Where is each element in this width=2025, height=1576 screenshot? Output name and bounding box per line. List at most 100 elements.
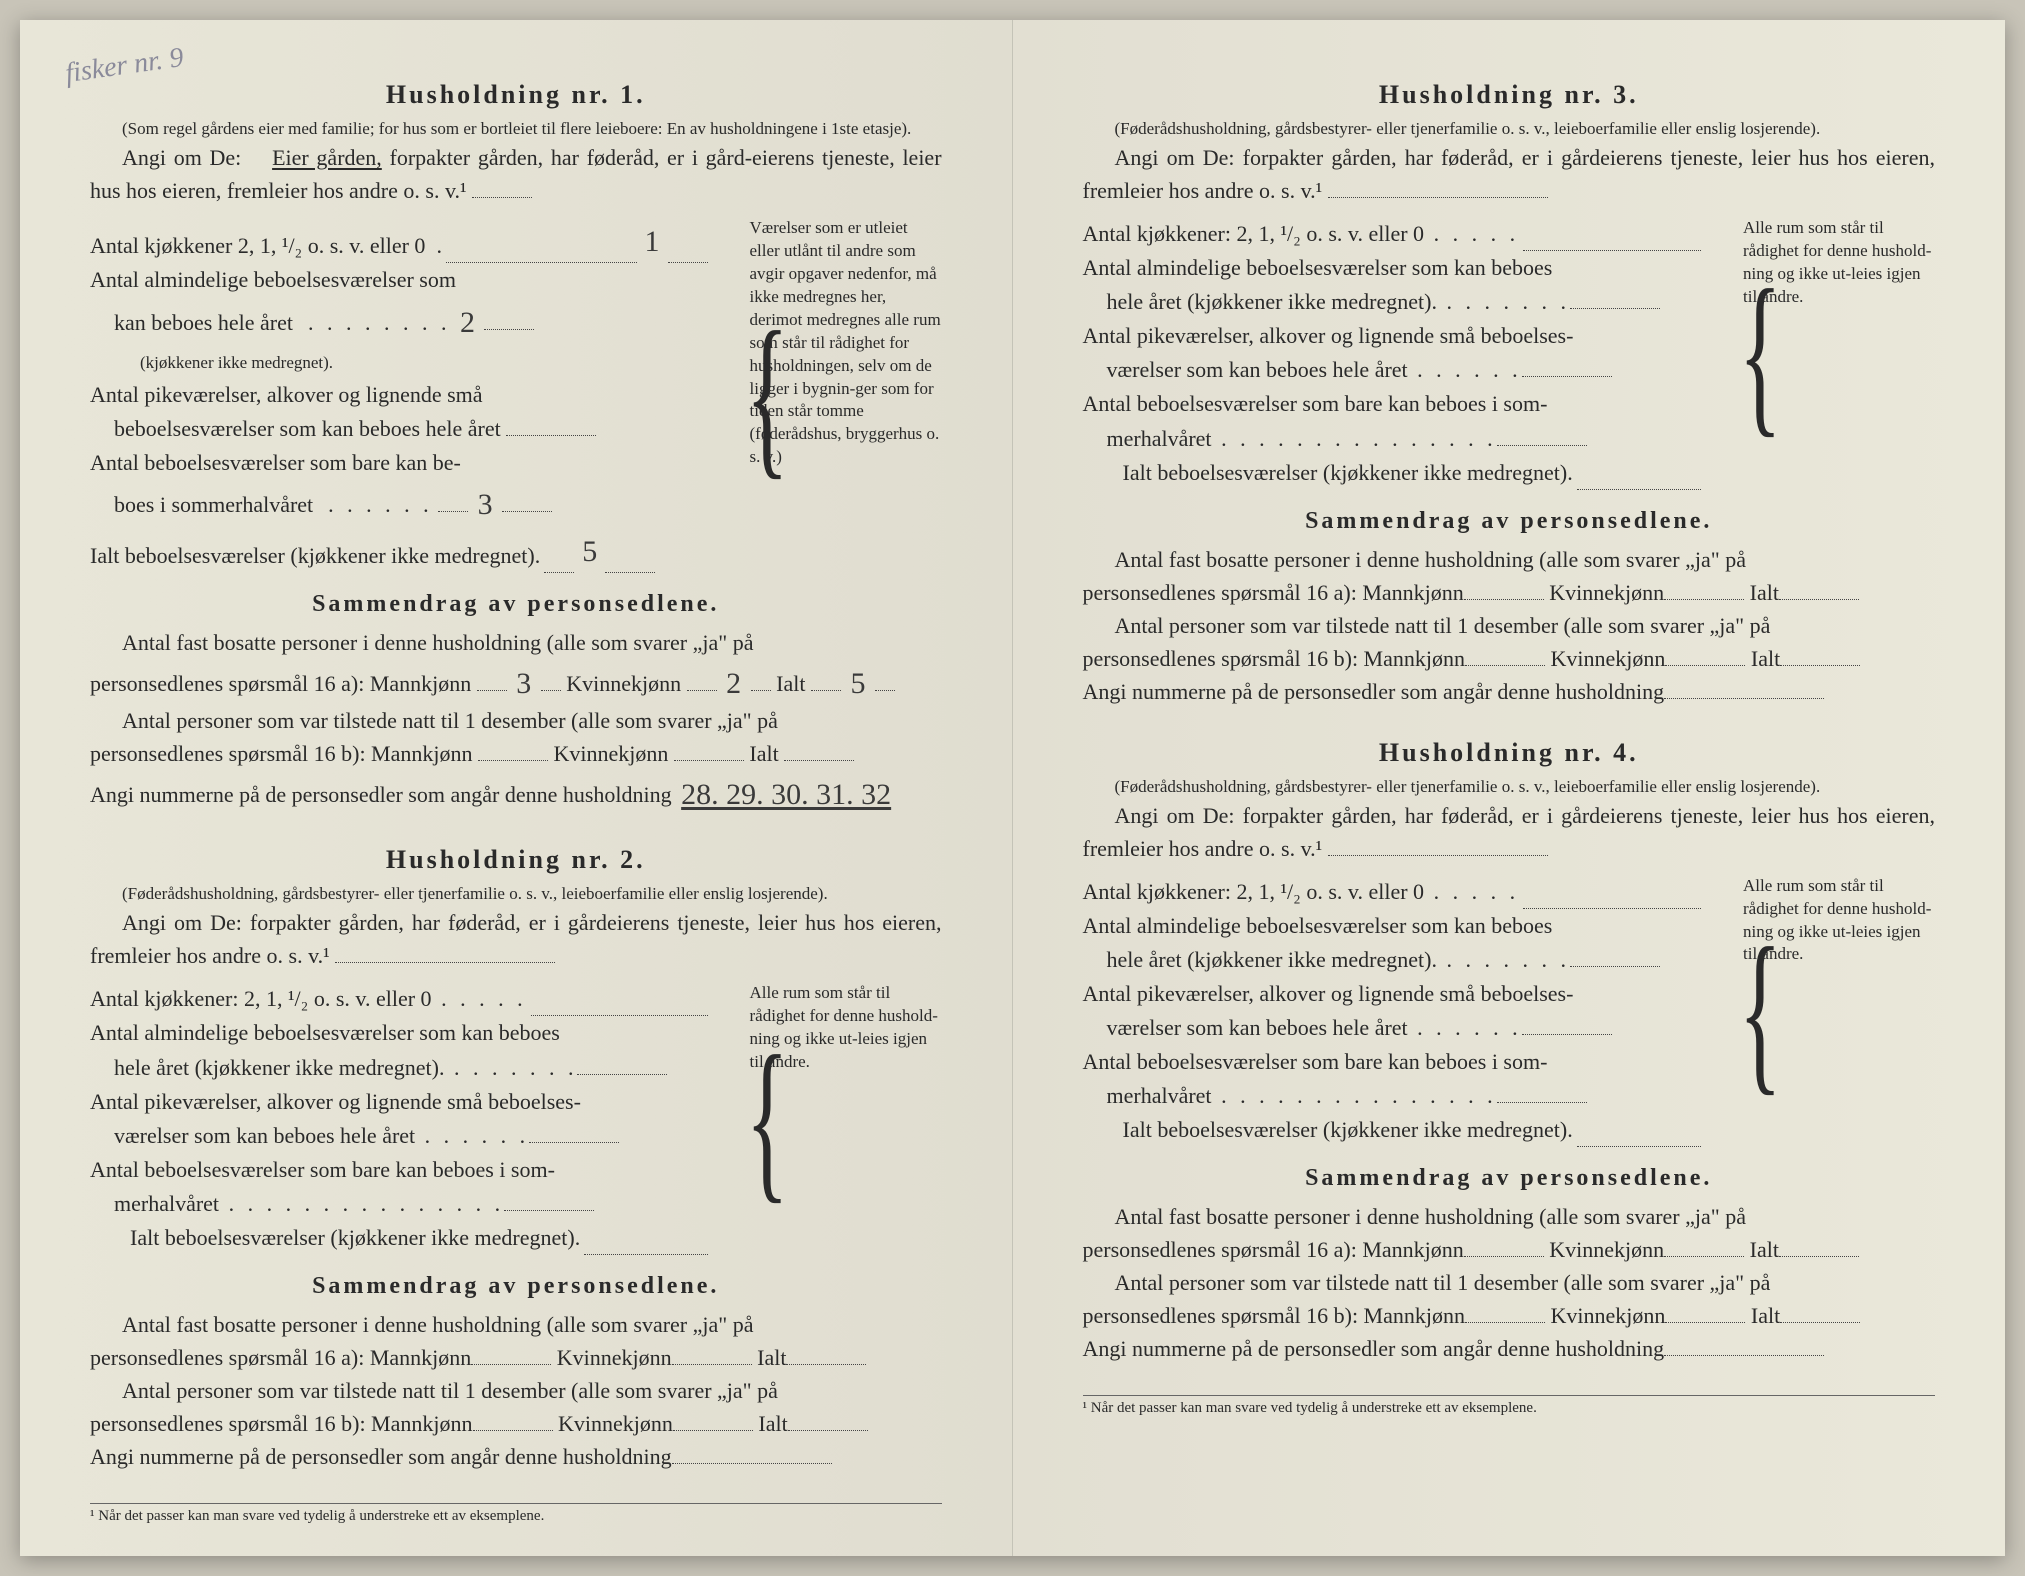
text: Angi om De: forpakter gården, har føderå… [90,910,942,968]
q: Antal pikeværelser, alkover og lignende … [90,1089,581,1114]
h1-p2b: personsedlenes spørsmål 16 b): Mannkjønn… [90,737,942,770]
q: merhalvåret [90,1191,219,1216]
q: værelser som kan beboes hele året [90,1123,415,1148]
q: Antal kjøkkener: 2, 1, ¹/₂ o. s. v. elle… [90,982,432,1016]
h2-sidenote: Alle rum som står til rådighet for denne… [732,982,942,1255]
q-alm-b: kan beboes hele året [90,310,293,335]
label: personsedlenes spørsmål 16 a): Mannkjønn [90,1345,471,1370]
h1-angi: Angi om De: Eier gården, forpakter gårde… [90,141,942,207]
q: hele året (kjøkkener ikke medregnet). [1083,947,1437,972]
h3-fine: (Føderådshusholdning, gårdsbestyrer- ell… [1083,118,1936,141]
h3-angi: Angi om De: forpakter gården, har føderå… [1083,141,1936,207]
label: Angi nummerne på de personsedler som ang… [90,1444,672,1469]
h2-p1a: Antal fast bosatte personer i denne hush… [90,1308,942,1341]
q-pike-a: Antal pikeværelser, alkover og lignende … [90,382,483,407]
h3-questions-block: Antal kjøkkener: 2, 1, ¹/₂ o. s. v. elle… [1083,217,1936,490]
h2-num: Angi nummerne på de personsedler som ang… [90,1440,942,1473]
h2-questions: Antal kjøkkener: 2, 1, ¹/₂ o. s. v. elle… [90,982,712,1255]
section-husholdning-2: Husholdning nr. 2. (Føderådshusholdning,… [90,845,942,1473]
label: personsedlenes spørsmål 16 b): Mannkjønn [1083,1303,1466,1328]
h1-questions: Antal kjøkkener 2, 1, ¹/₂ o. s. v. eller… [90,217,712,573]
label: Kvinnekjønn [554,741,669,766]
q: hele året (kjøkkener ikke medregnet). [90,1055,444,1080]
section-husholdning-3: Husholdning nr. 3. (Føderådshusholdning,… [1083,80,1936,708]
h2-fine: (Føderådshusholdning, gårdsbestyrer- ell… [90,883,942,906]
label: Ialt [776,671,805,696]
h4-sidenote: Alle rum som står til rådighet for denne… [1725,875,1935,1148]
h2-title: Husholdning nr. 2. [90,845,942,875]
q: Antal beboelsesværelser som bare kan beb… [1083,391,1548,416]
q-kjokken: Antal kjøkkener 2, 1, ¹/₂ o. s. v. eller… [90,229,425,263]
label: personsedlenes spørsmål 16 a): Mannkjønn [1083,1237,1464,1262]
label: Angi nummerne på de personsedler som ang… [1083,679,1665,704]
q: hele året (kjøkkener ikke medregnet). [1083,289,1437,314]
h2-sub: Sammendrag av personsedlene. [90,1273,942,1300]
label: Ialt [749,741,778,766]
h4-sub: Sammendrag av personsedlene. [1083,1165,1936,1192]
h3-num: Angi nummerne på de personsedler som ang… [1083,675,1936,708]
h3-sidenote: Alle rum som står til rådighet for denne… [1725,217,1935,490]
brace-icon [1725,875,1739,1148]
h4-p2b: personsedlenes spørsmål 16 b): Mannkjønn… [1083,1299,1936,1332]
footnote-left: ¹ Når det passer kan man svare ved tydel… [90,1503,942,1525]
h3-p2a: Antal personer som var tilstede natt til… [1083,609,1936,642]
q: værelser som kan beboes hele året [1083,357,1408,382]
q: Ialt beboelsesværelser (kjøkkener ikke m… [1123,1113,1573,1147]
label: personsedlenes spørsmål 16 b): Mannkjønn [90,1411,473,1436]
section-husholdning-1: Husholdning nr. 1. (Som regel gårdens ei… [90,80,942,815]
right-page: Husholdning nr. 3. (Føderådshusholdning,… [1013,20,2006,1556]
label: Ialt [1750,1237,1779,1262]
h4-fine: (Føderådshusholdning, gårdsbestyrer- ell… [1083,776,1936,799]
val-k: 2 [722,667,745,700]
label: Angi nummerne på de personsedler som ang… [90,782,672,807]
h1-title: Husholdning nr. 1. [90,80,942,110]
label: Ialt [1750,580,1779,605]
h2-p2a: Antal personer som var tilstede natt til… [90,1374,942,1407]
q: værelser som kan beboes hele året [1083,1015,1408,1040]
h1-sub: Sammendrag av personsedlene. [90,591,942,618]
label: Ialt [1751,1303,1780,1328]
h2-questions-block: Antal kjøkkener: 2, 1, ¹/₂ o. s. v. elle… [90,982,942,1255]
section-husholdning-4: Husholdning nr. 4. (Føderådshusholdning,… [1083,738,1936,1366]
text: Angi om De: forpakter gården, har føderå… [1083,145,1936,203]
h1-num: Angi nummerne på de personsedler som ang… [90,770,942,815]
label: personsedlenes spørsmål 16 a): Mannkjønn [1083,580,1464,605]
a-kjokken: 1 [641,219,664,266]
label: Angi nummerne på de personsedler som ang… [1083,1336,1665,1361]
h4-questions-block: Antal kjøkkener: 2, 1, ¹/₂ o. s. v. elle… [1083,875,1936,1148]
h4-title: Husholdning nr. 4. [1083,738,1936,768]
label: Kvinnekjønn [1551,646,1666,671]
h3-p1b: personsedlenes spørsmål 16 a): Mannkjønn… [1083,576,1936,609]
a-som: 3 [474,488,497,521]
a-alm: 2 [456,306,479,339]
q: Antal almindelige beboelsesværelser som … [90,1020,560,1045]
h4-p1a: Antal fast bosatte personer i denne hush… [1083,1200,1936,1233]
q: Antal kjøkkener: 2, 1, ¹/₂ o. s. v. elle… [1083,217,1425,251]
label: Kvinnekjønn [557,1345,672,1370]
q-alm-note: (kjøkkener ikke medregnet). [90,353,333,372]
h1-p1a: Antal fast bosatte personer i denne hush… [90,626,942,659]
h1-p2a: Antal personer som var tilstede natt til… [90,704,942,737]
h2-p2b: personsedlenes spørsmål 16 b): Mannkjønn… [90,1407,942,1440]
h1-fine: (Som regel gårdens eier med familie; for… [90,118,942,141]
h1-eier-underlined: Eier gården, [272,145,382,170]
page-spread: fisker nr. 9 Husholdning nr. 1. (Som reg… [20,20,2005,1556]
q: Antal pikeværelser, alkover og lignende … [1083,323,1574,348]
h1-sidenote: Værelser som er utleiet eller utlånt til… [732,217,942,573]
label: Kvinnekjønn [558,1411,673,1436]
label: Kvinnekjønn [1549,580,1664,605]
h4-p2a: Antal personer som var tilstede natt til… [1083,1266,1936,1299]
h2-p1b: personsedlenes spørsmål 16 a): Mannkjønn… [90,1341,942,1374]
label: Kvinnekjønn [1551,1303,1666,1328]
brace-icon [1725,217,1739,490]
text: Angi om De: forpakter gården, har føderå… [1083,803,1936,861]
label: Angi om De: [122,145,241,170]
q: Antal beboelsesværelser som bare kan beb… [1083,1049,1548,1074]
q-som-b: boes i sommerhalvåret [90,492,313,517]
label: Ialt [757,1345,786,1370]
q: Ialt beboelsesværelser (kjøkkener ikke m… [1123,456,1573,490]
h1-p1b: personsedlenes spørsmål 16 a): Mannkjønn… [90,659,942,704]
h3-title: Husholdning nr. 3. [1083,80,1936,110]
label: personsedlenes spørsmål 16 b): Mannkjønn [90,741,473,766]
h1-questions-block: Antal kjøkkener 2, 1, ¹/₂ o. s. v. eller… [90,217,942,573]
